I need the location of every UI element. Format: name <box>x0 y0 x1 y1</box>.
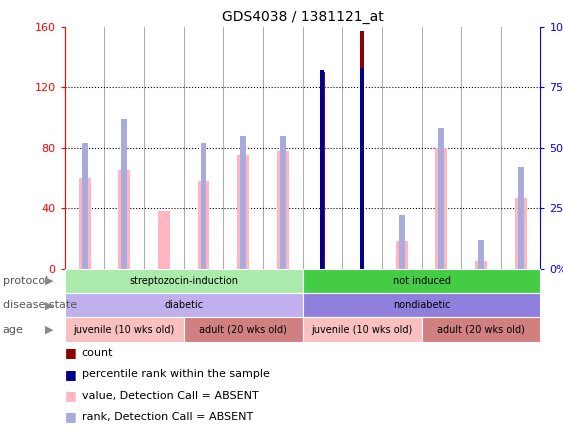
Text: ■: ■ <box>65 368 76 381</box>
Bar <box>320 70 324 269</box>
Bar <box>518 167 524 269</box>
Text: age: age <box>3 325 24 335</box>
Bar <box>478 240 484 269</box>
Text: rank, Detection Call = ABSENT: rank, Detection Call = ABSENT <box>82 412 253 422</box>
Bar <box>439 128 444 269</box>
Bar <box>198 181 209 269</box>
Text: ■: ■ <box>65 346 76 360</box>
Text: nondiabetic: nondiabetic <box>393 300 450 310</box>
Bar <box>240 135 246 269</box>
Bar <box>79 178 91 269</box>
Text: disease state: disease state <box>3 300 77 310</box>
Bar <box>475 261 487 269</box>
Bar <box>121 119 127 269</box>
Text: not induced: not induced <box>392 276 450 286</box>
Text: percentile rank within the sample: percentile rank within the sample <box>82 369 270 379</box>
Text: juvenile (10 wks old): juvenile (10 wks old) <box>311 325 413 335</box>
Text: adult (20 wks old): adult (20 wks old) <box>437 325 525 335</box>
Text: value, Detection Call = ABSENT: value, Detection Call = ABSENT <box>82 391 258 400</box>
Bar <box>82 143 87 269</box>
Bar <box>396 242 408 269</box>
Bar <box>320 72 325 269</box>
Bar <box>435 148 448 269</box>
Title: GDS4038 / 1381121_at: GDS4038 / 1381121_at <box>222 10 383 24</box>
Bar <box>200 143 207 269</box>
Text: diabetic: diabetic <box>164 300 203 310</box>
Bar <box>237 155 249 269</box>
Bar <box>399 215 405 269</box>
Text: streptozocin-induction: streptozocin-induction <box>129 276 238 286</box>
Text: ▶: ▶ <box>45 276 54 286</box>
Text: adult (20 wks old): adult (20 wks old) <box>199 325 287 335</box>
Text: ■: ■ <box>65 389 76 402</box>
Text: ■: ■ <box>65 410 76 424</box>
Text: protocol: protocol <box>3 276 48 286</box>
Text: juvenile (10 wks old): juvenile (10 wks old) <box>74 325 175 335</box>
Text: count: count <box>82 348 113 358</box>
Bar <box>360 68 364 269</box>
Text: ▶: ▶ <box>45 325 54 335</box>
Bar <box>280 135 286 269</box>
Bar <box>158 211 170 269</box>
Bar <box>515 198 526 269</box>
Bar <box>118 170 130 269</box>
Text: ▶: ▶ <box>45 300 54 310</box>
Bar <box>277 151 289 269</box>
Bar <box>360 31 364 269</box>
